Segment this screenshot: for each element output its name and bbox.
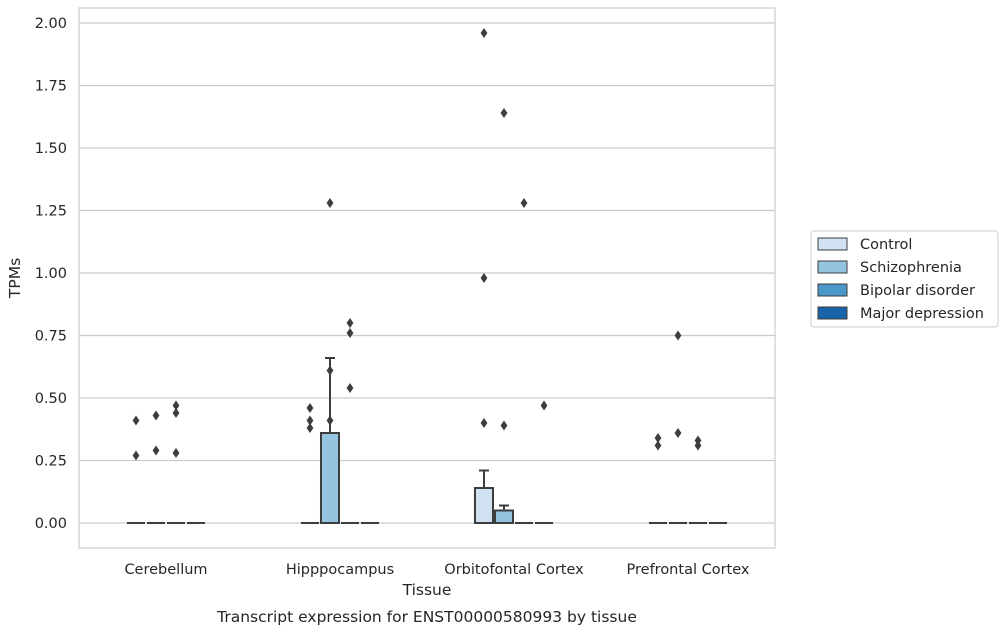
x-tick-label: Orbitofontal Cortex [444,562,584,578]
x-tick-label: Prefrontal Cortex [627,562,750,578]
x-tick-label: Cerebellum [124,562,207,578]
legend-label: Major depression [860,306,984,322]
outlier-point [172,448,180,458]
outlier-point [152,445,160,456]
x-axis-label: Tissue [402,581,452,599]
outlier-point [132,450,140,461]
legend-swatch [817,306,848,320]
outlier-point [346,328,354,338]
outlier-point [132,415,140,426]
y-tick-label: 1.25 [35,204,67,220]
outlier-point [172,408,180,418]
legend-label: Schizophrenia [860,260,962,276]
y-tick-label: 0.50 [35,391,67,407]
outlier-point [674,330,682,341]
box-schizophrenia [319,357,340,524]
outlier-point [306,403,314,413]
outlier-point [654,433,662,443]
outlier-point [152,410,160,421]
outlier-point [654,440,662,451]
legend-label: Control [860,237,912,253]
y-axis-label: TPMs [6,258,24,299]
boxes [126,357,728,524]
y-tick-label: 0.75 [35,329,67,345]
outlier-point [326,365,334,376]
legend-swatch [817,260,848,274]
y-tick-label: 2.00 [35,16,67,32]
outlier-point [480,418,488,428]
x-axis-ticks: Cerebellum Hipppocampus Orbitofontal Corte… [124,562,749,578]
outlier-point [326,198,334,208]
legend: Control Schizophrenia Bipolar disorder Majo… [810,230,999,328]
legend-frame [810,230,999,328]
box-body [319,432,340,524]
outlier-point [540,400,548,411]
outlier-point [346,318,354,328]
y-tick-label: 0.25 [35,454,67,470]
chart-caption: Transcript expression for ENST0000058099… [216,608,637,626]
outlier-point [306,415,314,426]
outlier-point [326,415,334,426]
outlier-point [674,428,682,438]
outlier-point [520,198,528,208]
outlier-point [480,273,488,283]
outlier-point [500,420,508,431]
outlier-point [694,435,702,446]
box-body [493,509,514,524]
x-tick-label: Hipppocampus [286,562,394,578]
outlier-point [480,28,488,38]
y-tick-label: 1.00 [35,266,67,282]
outliers [132,28,702,461]
legend-swatch [817,237,848,251]
legend-label: Bipolar disorder [860,283,975,299]
outlier-point [500,108,508,118]
y-tick-label: 1.50 [35,141,67,157]
gridlines [79,22,775,524]
box-control [473,469,494,524]
y-tick-label: 0.00 [35,516,67,532]
outlier-point [172,400,180,411]
box-schizophrenia [493,504,514,524]
y-tick-label: 1.75 [35,79,67,95]
y-axis-ticks: 0.00 0.25 0.50 0.75 1.00 1.25 1.50 1.75 2.00 [35,16,67,532]
outlier-point [346,383,354,393]
outlier-point [306,423,314,433]
plot-frame [78,7,776,549]
box-body [473,487,494,524]
legend-swatch [817,283,848,297]
